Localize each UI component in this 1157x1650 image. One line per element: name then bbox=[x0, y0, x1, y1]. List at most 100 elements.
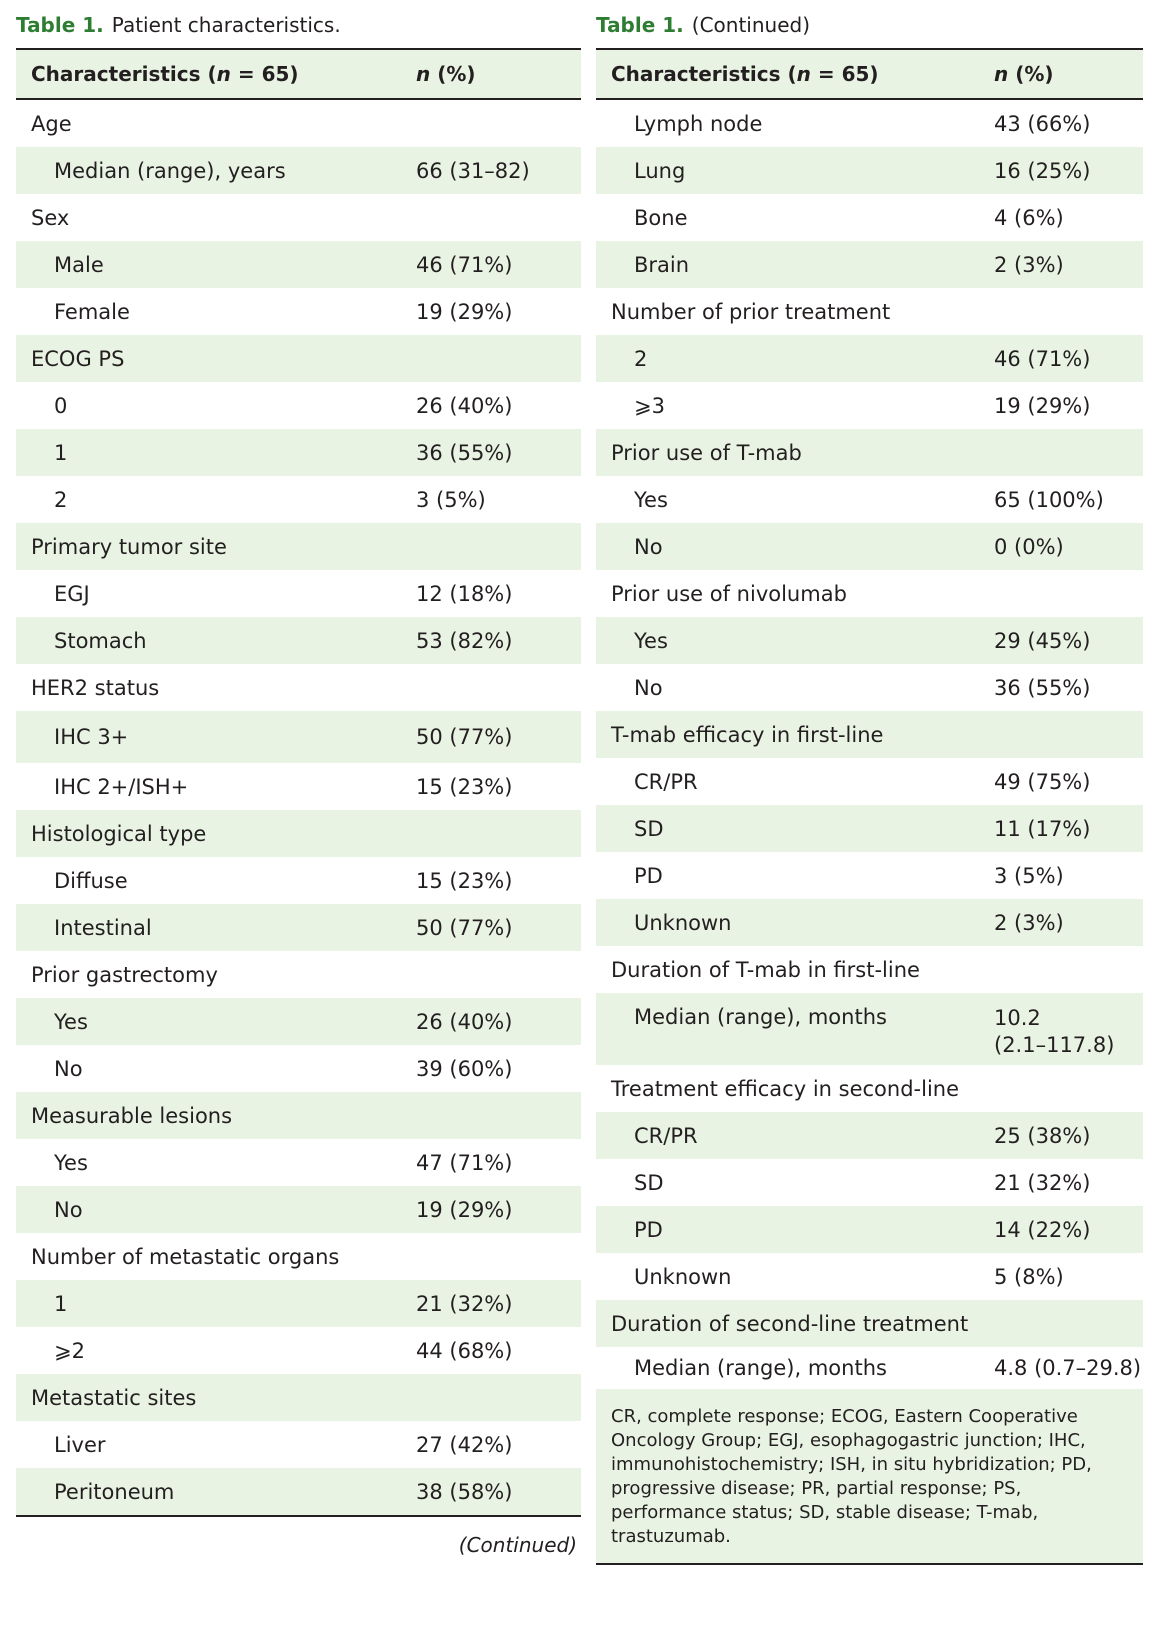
row-value: 27 (42%) bbox=[416, 1432, 513, 1457]
row-label: 1 bbox=[54, 1291, 68, 1316]
row-label: Yes bbox=[54, 1150, 88, 1175]
caption-text: (Continued) bbox=[691, 13, 811, 37]
category-row: Treatment efficacy in second-line bbox=[596, 1065, 1143, 1112]
row-label: Male bbox=[54, 252, 104, 277]
row-label: Treatment efficacy in second-line bbox=[611, 1076, 960, 1101]
row-label: Female bbox=[54, 299, 130, 324]
row-value: 19 (29%) bbox=[416, 299, 513, 324]
row-label: IHC 3+ bbox=[54, 725, 129, 749]
table-row: IHC 3+ 50 (77%) bbox=[16, 711, 581, 763]
table-row: Yes 65 (100%) bbox=[596, 476, 1143, 523]
category-row: Duration of T-mab in first-line bbox=[596, 946, 1143, 993]
row-label: Prior use of nivolumab bbox=[611, 581, 847, 606]
table-row: Stomach 53 (82%) bbox=[16, 617, 581, 664]
row-label: T-mab efficacy in first-line bbox=[611, 722, 884, 747]
row-label: Yes bbox=[634, 487, 668, 512]
row-value: 12 (18%) bbox=[416, 581, 513, 606]
table-row: 1 36 (55%) bbox=[16, 429, 581, 476]
row-label: Bone bbox=[634, 205, 688, 230]
row-value: 46 (71%) bbox=[994, 346, 1091, 371]
row-label: Histological type bbox=[31, 821, 207, 846]
row-label: Prior use of T-mab bbox=[611, 440, 802, 465]
table-row: ⩾2 44 (68%) bbox=[16, 1327, 581, 1374]
row-label: Yes bbox=[634, 628, 668, 653]
row-label: Liver bbox=[54, 1432, 106, 1457]
row-value: 15 (23%) bbox=[416, 868, 513, 893]
table-header: Characteristics (n = 65) n (%) bbox=[16, 50, 581, 100]
row-label: Measurable lesions bbox=[31, 1103, 233, 1128]
row-label: Primary tumor site bbox=[31, 534, 227, 559]
row-label: Diffuse bbox=[54, 868, 128, 893]
row-label: No bbox=[54, 1056, 83, 1081]
row-label: Median (range), months bbox=[634, 1356, 887, 1380]
table-caption: Table 1. (Continued) bbox=[596, 0, 1143, 48]
rows-right: Lymph node 43 (66%) Lung 16 (25%) Bone 4 (6%)… bbox=[596, 100, 1143, 1389]
table-row: Unknown 2 (3%) bbox=[596, 899, 1143, 946]
row-label: IHC 2+/ISH+ bbox=[54, 774, 189, 799]
table-row: Median (range), years 66 (31–82) bbox=[16, 147, 581, 194]
table-header: Characteristics (n = 65) n (%) bbox=[596, 50, 1143, 100]
row-value: 4.8 (0.7–29.8) bbox=[994, 1356, 1142, 1380]
table-row: Intestinal 50 (77%) bbox=[16, 904, 581, 951]
row-label: ⩾2 bbox=[54, 1338, 85, 1363]
table-row: PD 14 (22%) bbox=[596, 1206, 1143, 1253]
row-label: ECOG PS bbox=[31, 346, 125, 371]
row-value: 11 (17%) bbox=[994, 816, 1091, 841]
table-row: No 19 (29%) bbox=[16, 1186, 581, 1233]
table-row: Median (range), months 10.2 (2.1–117.8) bbox=[596, 993, 1143, 1065]
table-row: ⩾3 19 (29%) bbox=[596, 382, 1143, 429]
category-row: Prior gastrectomy bbox=[16, 951, 581, 998]
row-value: 36 (55%) bbox=[994, 675, 1091, 700]
table-footnote: CR, complete response; ECOG, Eastern Coo… bbox=[596, 1389, 1143, 1565]
category-row: Duration of second-line treatment bbox=[596, 1300, 1143, 1347]
table-row: 0 26 (40%) bbox=[16, 382, 581, 429]
row-value: 38 (58%) bbox=[416, 1479, 513, 1504]
table-row: Brain 2 (3%) bbox=[596, 241, 1143, 288]
row-label: Unknown bbox=[634, 910, 732, 935]
row-value: 47 (71%) bbox=[416, 1150, 513, 1175]
row-label: Stomach bbox=[54, 628, 147, 653]
row-value: 49 (75%) bbox=[994, 769, 1091, 794]
category-row: ECOG PS bbox=[16, 335, 581, 382]
row-label: 2 bbox=[54, 487, 68, 512]
table-row: 2 46 (71%) bbox=[596, 335, 1143, 382]
table-row: PD 3 (5%) bbox=[596, 852, 1143, 899]
table-body: Characteristics (n = 65) n (%) Age Median… bbox=[16, 48, 581, 1517]
table-row: EGJ 12 (18%) bbox=[16, 570, 581, 617]
category-row: Measurable lesions bbox=[16, 1092, 581, 1139]
row-value: 36 (55%) bbox=[416, 440, 513, 465]
row-value: 26 (40%) bbox=[416, 393, 513, 418]
row-value: 19 (29%) bbox=[416, 1197, 513, 1222]
table-row: Median (range), months 4.8 (0.7–29.8) bbox=[596, 1347, 1143, 1389]
row-label: SD bbox=[634, 1170, 664, 1195]
row-label: Unknown bbox=[634, 1264, 732, 1289]
row-value: 19 (29%) bbox=[994, 393, 1091, 418]
table-row: Lung 16 (25%) bbox=[596, 147, 1143, 194]
row-label: Median (range), years bbox=[54, 158, 286, 183]
table-row: Peritoneum 38 (58%) bbox=[16, 1468, 581, 1515]
row-value: 53 (82%) bbox=[416, 628, 513, 653]
table-caption: Table 1. Patient characteristics. bbox=[16, 0, 581, 48]
row-label: PD bbox=[634, 1217, 663, 1242]
row-value: 29 (45%) bbox=[994, 628, 1091, 653]
row-label: Age bbox=[31, 111, 72, 136]
row-label: SD bbox=[634, 816, 664, 841]
row-label: Prior gastrectomy bbox=[31, 962, 218, 987]
row-label: Lymph node bbox=[634, 111, 763, 136]
row-value: 50 (77%) bbox=[416, 725, 513, 749]
row-value: 5 (8%) bbox=[994, 1264, 1064, 1289]
table-row: IHC 2+/ISH+ 15 (23%) bbox=[16, 763, 581, 810]
row-value: 46 (71%) bbox=[416, 252, 513, 277]
category-row: Prior use of T-mab bbox=[596, 429, 1143, 476]
row-value: 25 (38%) bbox=[994, 1123, 1091, 1148]
row-value: 16 (25%) bbox=[994, 158, 1091, 183]
table-row: SD 21 (32%) bbox=[596, 1159, 1143, 1206]
row-label: 1 bbox=[54, 440, 68, 465]
row-value: 39 (60%) bbox=[416, 1056, 513, 1081]
row-label: CR/PR bbox=[634, 769, 698, 794]
category-row: Sex bbox=[16, 194, 581, 241]
row-label: Peritoneum bbox=[54, 1479, 175, 1504]
row-value: 44 (68%) bbox=[416, 1338, 513, 1363]
row-label: Median (range), months bbox=[634, 1005, 887, 1029]
row-label: Intestinal bbox=[54, 915, 152, 940]
